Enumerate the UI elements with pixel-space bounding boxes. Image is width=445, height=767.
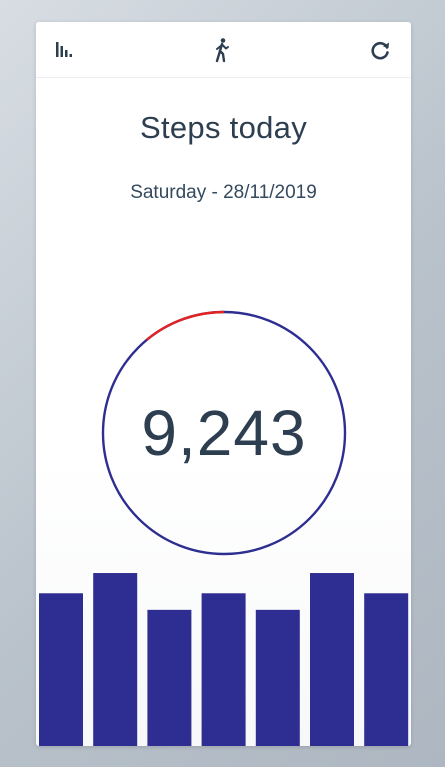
weekly-bars xyxy=(36,562,411,746)
step-count: 9,243 xyxy=(100,309,348,557)
weekly-bar xyxy=(39,593,83,746)
weekly-bar xyxy=(147,610,191,746)
walk-button[interactable] xyxy=(208,36,236,64)
steps-card: Steps today Saturday - 28/11/2019 9,243 xyxy=(36,22,411,746)
weekly-bar xyxy=(93,573,137,746)
refresh-button[interactable] xyxy=(366,36,394,64)
weekly-bar xyxy=(202,593,246,746)
bar-chart-icon xyxy=(50,36,78,64)
weekly-bar xyxy=(256,610,300,746)
refresh-icon xyxy=(366,36,394,64)
page-title: Steps today xyxy=(36,110,411,146)
toolbar xyxy=(36,22,411,78)
weekly-bar xyxy=(310,573,354,746)
walking-person-icon xyxy=(208,36,236,64)
date-label: Saturday - 28/11/2019 xyxy=(36,182,411,204)
stats-button[interactable] xyxy=(50,36,78,64)
weekly-bar-chart xyxy=(36,562,411,746)
weekly-bar xyxy=(364,593,408,746)
